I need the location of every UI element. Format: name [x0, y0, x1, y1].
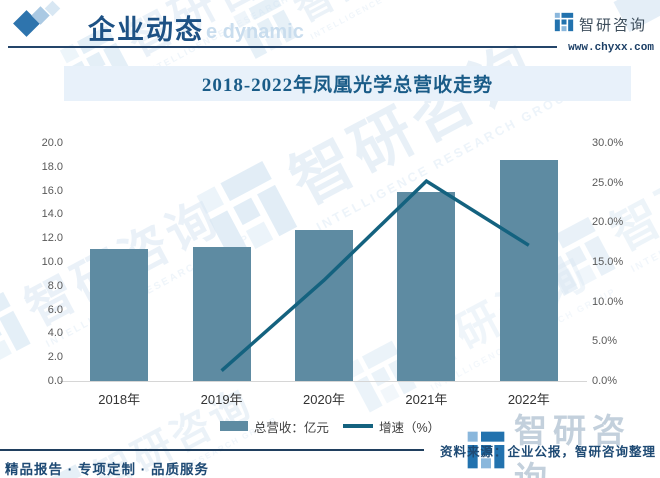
x-axis-label: 2019年: [200, 392, 243, 407]
brand-url[interactable]: www.chyxx.com: [568, 42, 654, 54]
x-axis-label: 2020年: [303, 392, 345, 407]
chart-title: 2018-2022年凤凰光学总营收走势: [201, 75, 494, 96]
page-header: e dynamic 企业动态 智研咨询 www.chyxx.com: [0, 0, 660, 58]
y-axis-tick-label: 8.0: [47, 279, 63, 292]
y-axis-tick-label: 6.0: [47, 303, 63, 316]
brand-name: 智研咨询: [579, 17, 648, 34]
y-axis-tick-label: 14.0: [41, 208, 63, 221]
legend-label-growth: 增速（%）: [378, 420, 441, 435]
x-axis-label: 2021年: [405, 392, 448, 407]
secondary-y-axis-tick-label: 15.0%: [592, 256, 624, 268]
revenue-bar-2020年: [295, 229, 353, 381]
legend-item-growth: 增速（%）: [342, 417, 441, 436]
secondary-y-axis-tick-label: 25.0%: [592, 176, 624, 189]
secondary-y-axis-tick-label: 20.0%: [592, 216, 624, 229]
y-axis-tick-label: 16.0: [41, 184, 63, 197]
brand-block: 智研咨询 www.chyxx.com: [554, 12, 654, 54]
y-axis-tick-label: 2.0: [47, 351, 63, 364]
secondary-y-axis-tick-label: 10.0%: [592, 295, 624, 308]
secondary-y-axis-tick-label: 5.0%: [592, 335, 618, 348]
section-title-en: e dynamic: [206, 21, 304, 43]
revenue-bar-2021年: [397, 191, 456, 381]
bar-swatch-icon: [219, 421, 248, 431]
y-axis-tick-label: 18.0: [41, 160, 63, 173]
y-axis-tick-label: 20.0: [41, 137, 63, 149]
x-axis-label: 2018年: [98, 392, 141, 407]
section-title: 企业动态: [88, 15, 204, 45]
footer-tagline: 精品报告 · 专项定制 · 品质服务: [5, 462, 209, 477]
y-axis-tick-label: 10.0: [41, 256, 63, 268]
legend-label-revenue: 总营收：亿元: [253, 420, 329, 435]
y-axis-tick-label: 4.0: [47, 327, 63, 340]
data-source-note: 资料来源：企业公报，智研咨询整理: [439, 445, 656, 459]
chart-title-band: 2018-2022年凤凰光学总营收走势: [64, 66, 631, 101]
footer-divider: [0, 449, 424, 451]
header-divider: [8, 46, 557, 48]
revenue-bar-2018年: [90, 248, 149, 381]
secondary-y-axis-tick-label: 30.0%: [592, 137, 624, 149]
line-swatch-icon: [342, 424, 373, 428]
chart-legend: 总营收：亿元 增速（%）: [0, 417, 660, 436]
y-axis-tick-label: 12.0: [41, 232, 63, 245]
brand-logo-icon: [554, 12, 574, 37]
x-axis-line: [60, 381, 587, 382]
revenue-bar-2019年: [192, 246, 251, 381]
y-axis-tick-label: 0.0: [47, 375, 63, 387]
legend-item-revenue: 总营收：亿元: [219, 417, 329, 436]
x-axis-label: 2022年: [507, 392, 550, 407]
secondary-y-axis-tick-label: 0.0%: [592, 375, 618, 387]
growth-line: [220, 178, 530, 373]
revenue-bar-2022年: [499, 159, 558, 381]
